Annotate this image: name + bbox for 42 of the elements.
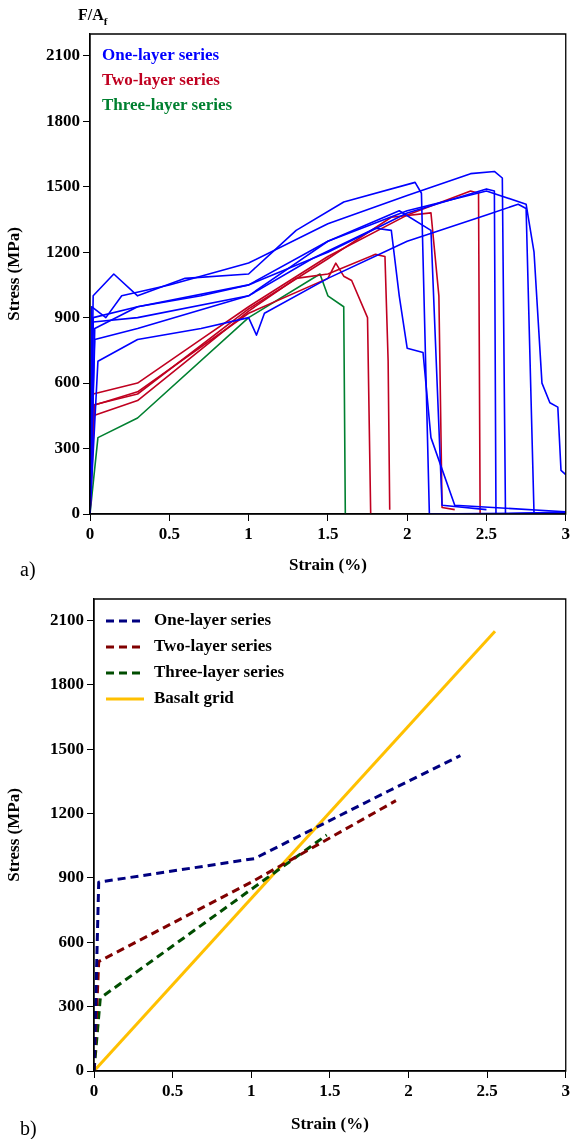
text: a) <box>20 558 36 581</box>
y-tick-label: 2100 <box>50 609 84 629</box>
text: Two-layer series <box>102 70 221 90</box>
x-tick-label: 1.5 <box>317 523 339 543</box>
legend-label: One-layer series <box>154 610 272 630</box>
y-tick-label: 1800 <box>50 674 84 694</box>
x-tick-label: 3 <box>561 1080 570 1100</box>
y-tick-label: 900 <box>58 867 84 887</box>
x-tick-label: 1 <box>247 1080 256 1100</box>
y-tick-label: 600 <box>54 372 80 392</box>
y-tick-label: 0 <box>75 1060 84 1080</box>
y-axis-title: Stress (MPa) <box>3 788 23 882</box>
y-tick-label: 1200 <box>50 802 84 822</box>
y-tick-label: 600 <box>58 931 84 951</box>
x-tick-label: 1.5 <box>319 1080 341 1100</box>
x-tick-label: 2 <box>402 523 412 543</box>
x-tick-label: 0.5 <box>158 523 180 543</box>
y-tick-label: 300 <box>54 437 80 457</box>
x-tick-label: 0 <box>89 1080 99 1100</box>
legend-label: Two-layer series <box>154 636 273 656</box>
x-tick-label: 2.5 <box>475 523 498 543</box>
x-tick-label: 0.5 <box>162 1080 184 1100</box>
y-tick-label: 1500 <box>46 176 80 196</box>
x-tick-label: 1 <box>244 523 253 543</box>
y-tick-label: 900 <box>54 307 80 327</box>
x-axis-title: Strain (%) <box>290 1114 369 1134</box>
text: One-layer series <box>102 45 220 65</box>
x-tick-label: 2.5 <box>476 1080 498 1100</box>
y-tick-label: 2100 <box>46 45 80 65</box>
y-tick-label: 300 <box>58 996 84 1016</box>
y-tick-label: 1200 <box>46 241 80 261</box>
x-tick-label: 2 <box>404 1080 413 1100</box>
y-axis-title: Stress (MPa) <box>3 227 23 321</box>
y-tick-label: 1800 <box>46 110 80 130</box>
y-tick-label: 0 <box>71 503 80 523</box>
x-tick-label: 3 <box>561 523 570 543</box>
legend-label: Basalt grid <box>154 688 235 708</box>
x-axis-title: Strain (%) <box>288 555 367 575</box>
y-tick-label: 1500 <box>50 738 84 758</box>
text: b) <box>20 1117 37 1139</box>
legend-label: Three-layer series <box>154 662 285 682</box>
text: Three-layer series <box>102 95 233 115</box>
